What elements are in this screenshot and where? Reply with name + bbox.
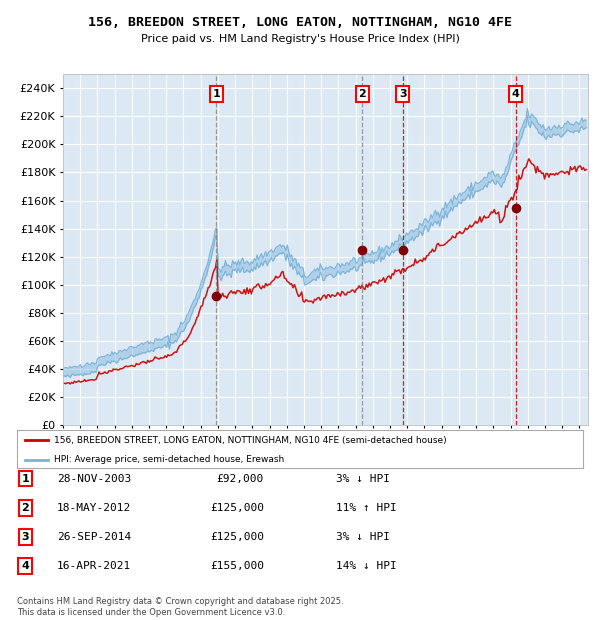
Text: HPI: Average price, semi-detached house, Erewash: HPI: Average price, semi-detached house,… bbox=[53, 455, 284, 464]
Text: 2: 2 bbox=[358, 89, 366, 99]
Text: 3% ↓ HPI: 3% ↓ HPI bbox=[336, 532, 390, 542]
Text: 14% ↓ HPI: 14% ↓ HPI bbox=[336, 561, 397, 571]
Text: £125,000: £125,000 bbox=[210, 503, 264, 513]
Text: 3: 3 bbox=[22, 532, 29, 542]
Text: 3% ↓ HPI: 3% ↓ HPI bbox=[336, 474, 390, 484]
Text: 11% ↑ HPI: 11% ↑ HPI bbox=[336, 503, 397, 513]
Text: 26-SEP-2014: 26-SEP-2014 bbox=[57, 532, 131, 542]
Text: 4: 4 bbox=[512, 89, 520, 99]
Text: 16-APR-2021: 16-APR-2021 bbox=[57, 561, 131, 571]
Text: 3: 3 bbox=[399, 89, 407, 99]
Text: 4: 4 bbox=[21, 561, 29, 571]
Text: 2: 2 bbox=[22, 503, 29, 513]
Text: This data is licensed under the Open Government Licence v3.0.: This data is licensed under the Open Gov… bbox=[17, 608, 285, 617]
Text: 28-NOV-2003: 28-NOV-2003 bbox=[57, 474, 131, 484]
Text: 156, BREEDON STREET, LONG EATON, NOTTINGHAM, NG10 4FE: 156, BREEDON STREET, LONG EATON, NOTTING… bbox=[88, 16, 512, 29]
Text: £155,000: £155,000 bbox=[210, 561, 264, 571]
Text: 18-MAY-2012: 18-MAY-2012 bbox=[57, 503, 131, 513]
Text: 156, BREEDON STREET, LONG EATON, NOTTINGHAM, NG10 4FE (semi-detached house): 156, BREEDON STREET, LONG EATON, NOTTING… bbox=[53, 436, 446, 445]
Text: Price paid vs. HM Land Registry's House Price Index (HPI): Price paid vs. HM Land Registry's House … bbox=[140, 34, 460, 44]
Text: 1: 1 bbox=[22, 474, 29, 484]
Text: £125,000: £125,000 bbox=[210, 532, 264, 542]
Text: 1: 1 bbox=[212, 89, 220, 99]
Text: £92,000: £92,000 bbox=[217, 474, 264, 484]
Text: Contains HM Land Registry data © Crown copyright and database right 2025.: Contains HM Land Registry data © Crown c… bbox=[17, 597, 343, 606]
